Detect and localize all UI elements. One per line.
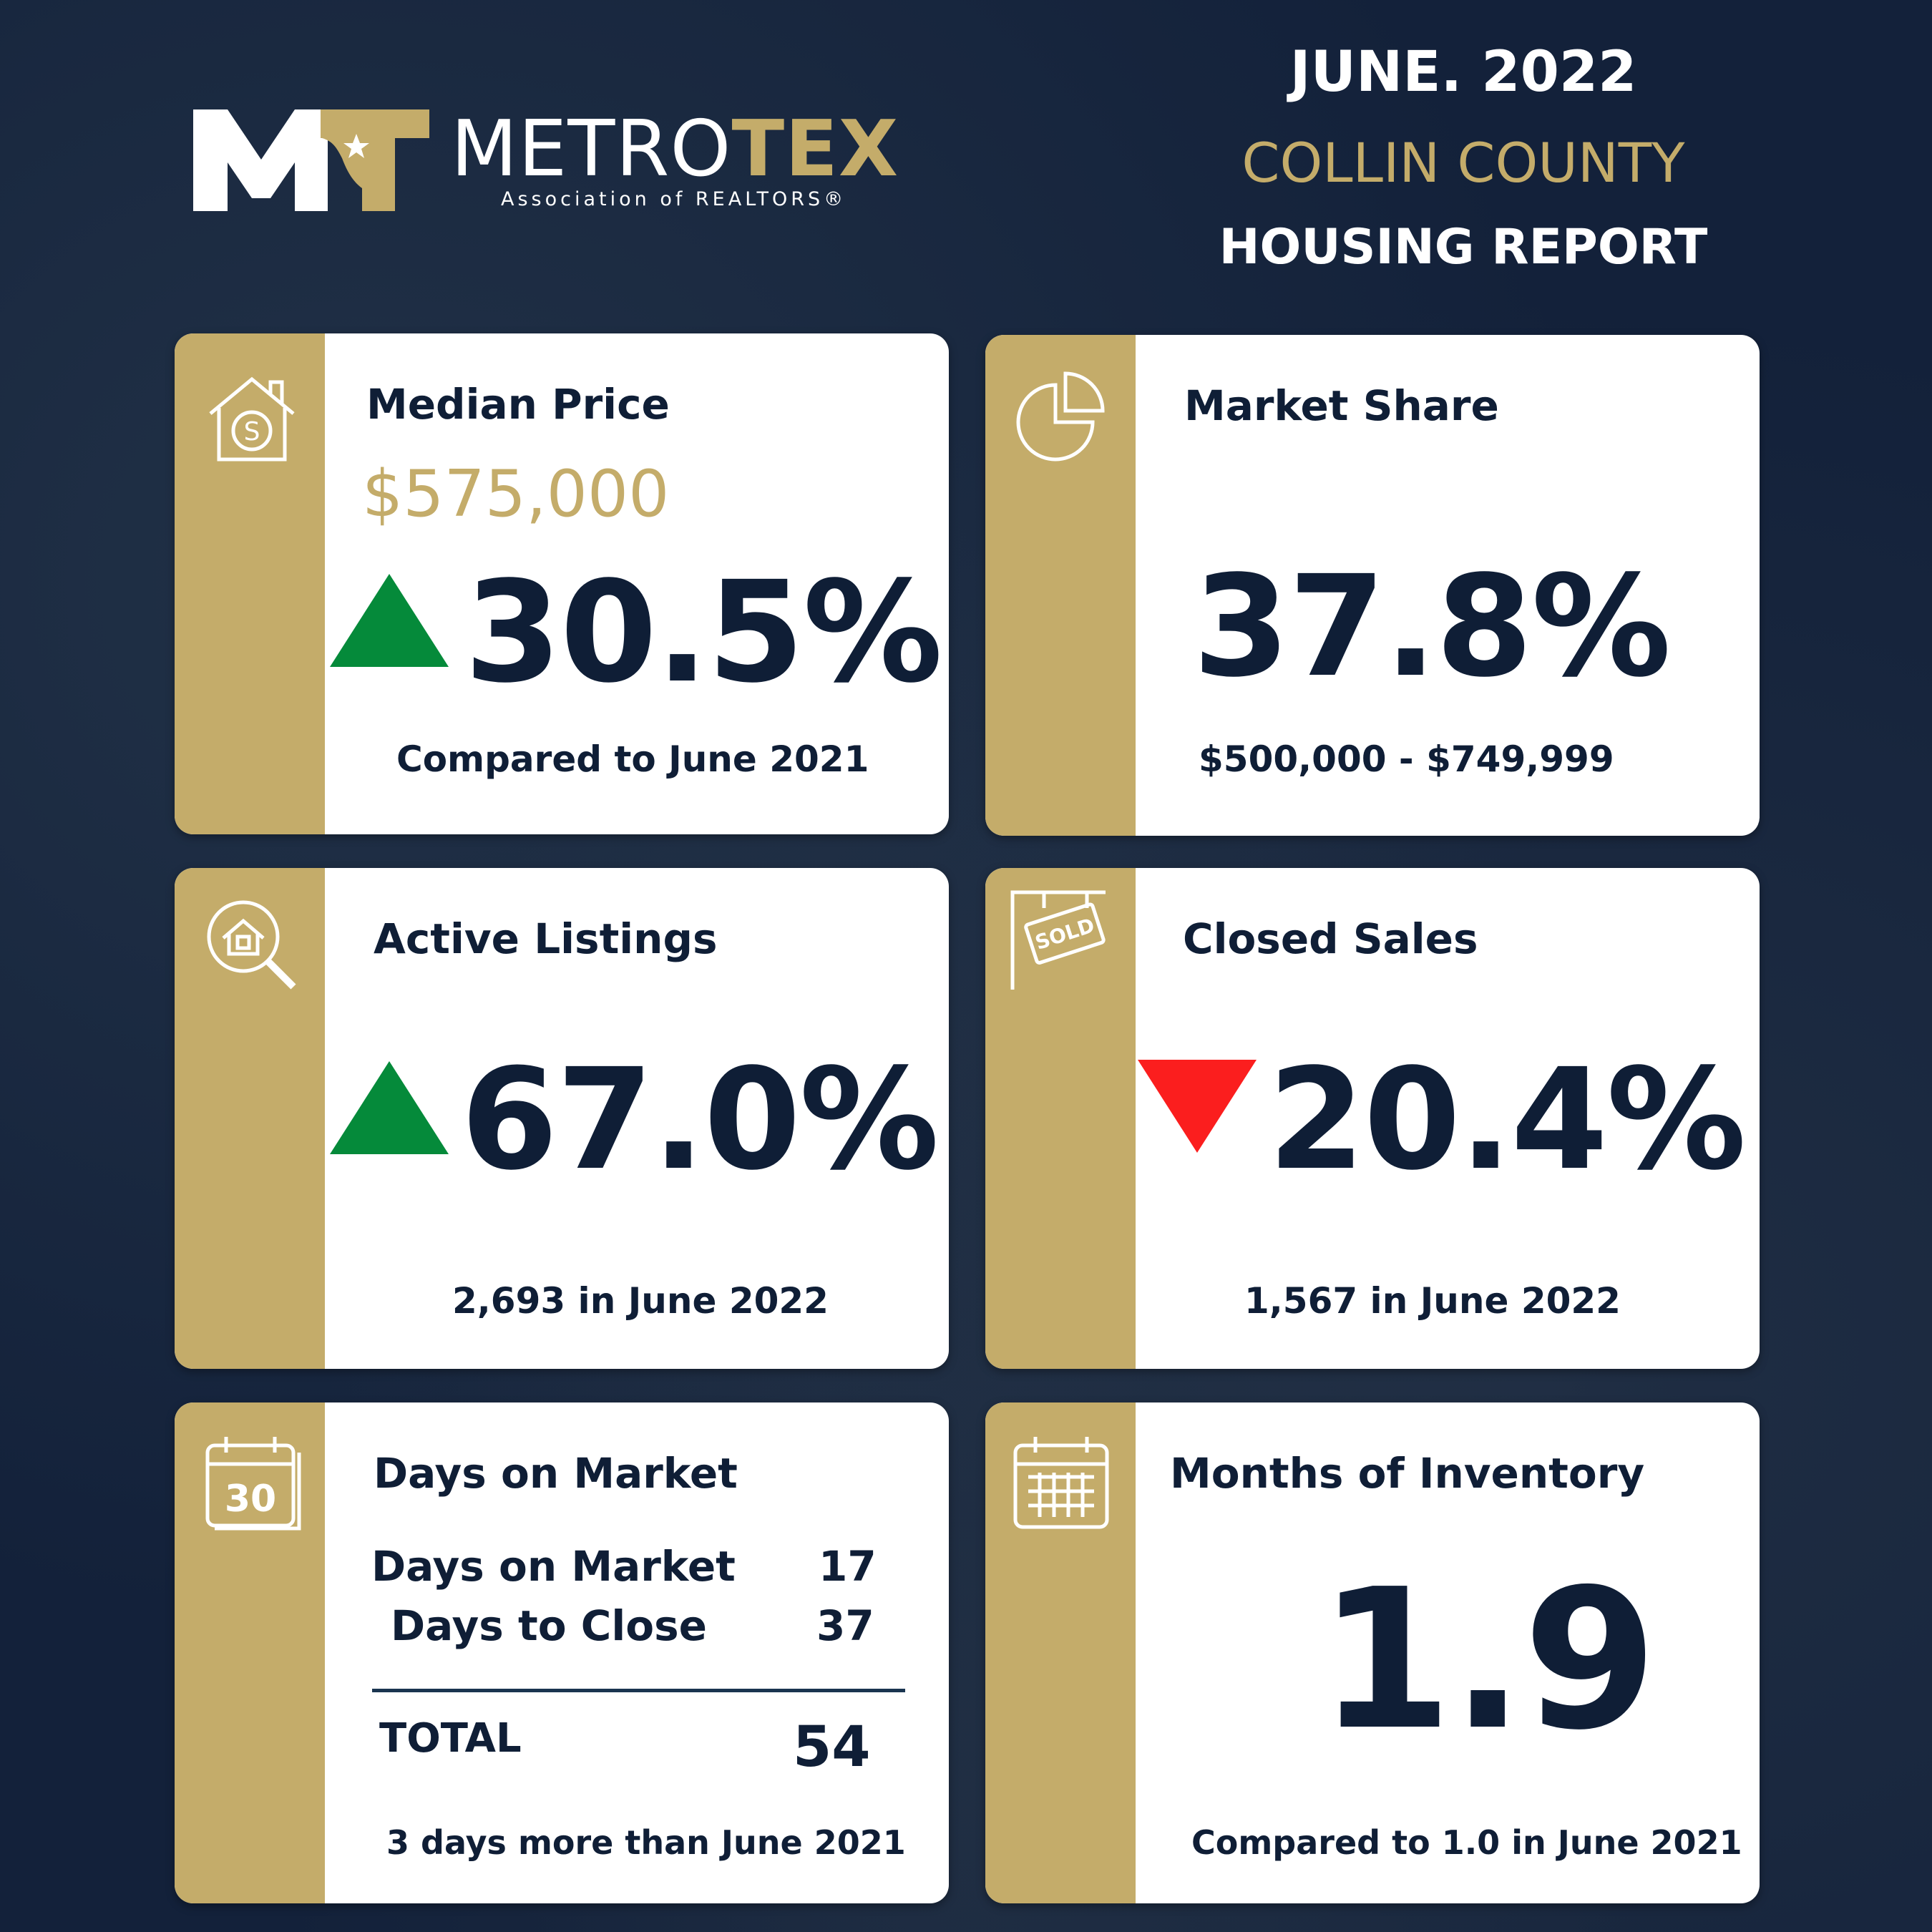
dom-row-value: 17 (819, 1542, 877, 1591)
total-label: TOTAL (379, 1715, 522, 1762)
card-stripe (985, 335, 1136, 836)
card-stripe (175, 333, 325, 834)
pie-chart-icon (1016, 371, 1105, 462)
house-search-icon (207, 900, 296, 990)
card-stripe (175, 868, 325, 1369)
card-stripe (985, 868, 1136, 1369)
months-inventory-note: Compared to 1.0 in June 2021 (1191, 1823, 1742, 1862)
days-on-market-title: Days on Market (374, 1449, 738, 1498)
market-share-value: 37.8% (1193, 545, 1672, 708)
closed-sales-title: Closed Sales (1183, 914, 1478, 963)
median-price-title: Median Price (366, 380, 670, 429)
months-inventory-card: Months of Inventory 1.9 Compared to 1.0 … (985, 1402, 1760, 1903)
active-listings-note: 2,693 in June 2022 (452, 1280, 829, 1322)
active-listings-card: Active Listings 67.0% 2,693 in June 2022 (175, 868, 949, 1369)
market-share-title: Market Share (1184, 381, 1499, 430)
metrotex-logo: METROTEX Association of REALTORS® (193, 104, 916, 218)
median-price-card: S Median Price $575,000 30.5% Compared t… (175, 333, 949, 834)
svg-text:S: S (244, 417, 260, 447)
report-title: HOUSING REPORT (1219, 219, 1708, 275)
logo-name-bold: TEX (731, 104, 899, 194)
logo-wordmark: METROTEX (451, 111, 899, 188)
total-divider (372, 1689, 905, 1692)
total-value: 54 (793, 1715, 871, 1780)
up-arrow-icon (330, 574, 449, 667)
sold-sign-icon: SOLD (1010, 890, 1106, 990)
closed-sales-change: 20.4% (1268, 1038, 1747, 1201)
logo-name-light: METRO (451, 104, 732, 194)
mt-logo-mark (193, 109, 429, 211)
calendar-30-icon: 30 (205, 1437, 301, 1531)
closed-sales-card: SOLD Closed Sales 20.4% 1,567 in June 20… (985, 868, 1760, 1369)
dom-row-label: Days on Market (371, 1542, 736, 1591)
card-stripe (985, 1402, 1136, 1903)
report-month: JUNE. 2022 (1289, 40, 1637, 104)
months-inventory-title: Months of Inventory (1170, 1449, 1645, 1498)
days-on-market-note: 3 days more than June 2021 (386, 1823, 906, 1862)
active-listings-change: 67.0% (461, 1038, 940, 1201)
house-dollar-icon: S (209, 376, 295, 462)
active-listings-title: Active Listings (374, 914, 718, 963)
market-share-card: Market Share 37.8% $500,000 - $749,999 (985, 335, 1760, 836)
days-on-market-card: 30 Days on Market Days on Market 17 Days… (175, 1402, 949, 1903)
months-inventory-value: 1.9 (1318, 1547, 1657, 1772)
down-arrow-icon (1138, 1060, 1257, 1153)
median-price-note: Compared to June 2021 (396, 738, 869, 780)
up-arrow-icon (330, 1061, 449, 1154)
closed-sales-note: 1,567 in June 2022 (1244, 1280, 1621, 1322)
median-price-change: 30.5% (464, 551, 943, 713)
report-county: COLLIN COUNTY (1241, 131, 1685, 195)
dtc-row-value: 37 (816, 1601, 874, 1650)
calendar-grid-icon (1013, 1437, 1109, 1529)
logo-subtitle: Association of REALTORS® (501, 188, 847, 210)
dtc-row-label: Days to Close (391, 1601, 707, 1650)
calendar-30-label: 30 (225, 1478, 276, 1521)
median-price-value: $575,000 (362, 457, 670, 532)
market-share-range: $500,000 - $749,999 (1199, 738, 1614, 780)
